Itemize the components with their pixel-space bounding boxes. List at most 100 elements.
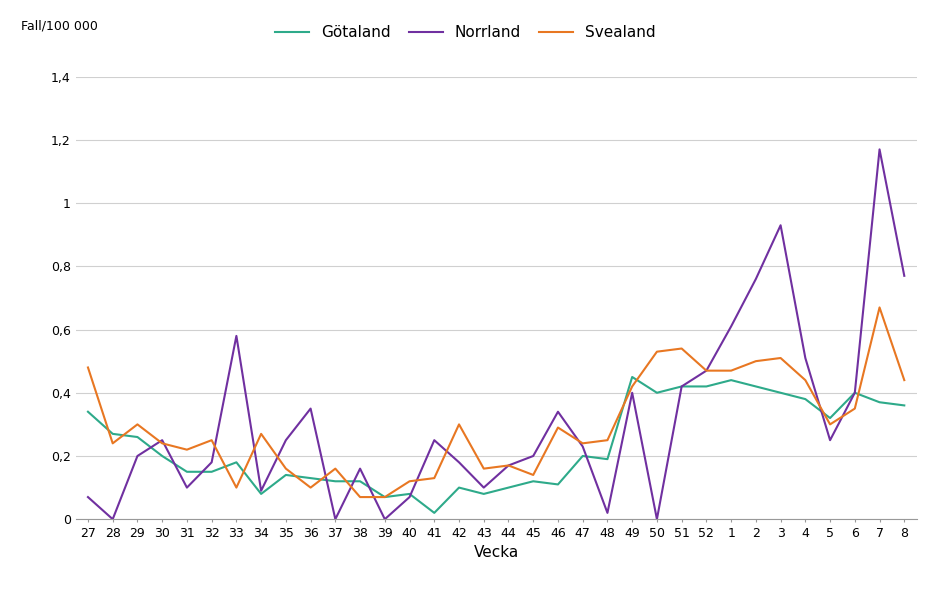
Norrland: [799, 355, 810, 362]
Götaland: [379, 493, 390, 500]
Svealand: [601, 437, 613, 444]
Svealand: [725, 367, 736, 374]
Svealand: [453, 421, 464, 428]
Götaland: [601, 455, 613, 463]
Text: Fall/100 000: Fall/100 000: [21, 19, 97, 32]
Norrland: [354, 465, 365, 472]
Norrland: [774, 222, 785, 229]
Norrland: [898, 273, 909, 280]
Svealand: [873, 304, 885, 311]
Götaland: [650, 389, 662, 396]
Götaland: [700, 383, 711, 390]
Götaland: [527, 478, 538, 485]
Legend: Götaland, Norrland, Svealand: Götaland, Norrland, Svealand: [269, 19, 661, 47]
Norrland: [255, 487, 266, 494]
Norrland: [502, 462, 514, 469]
Götaland: [823, 415, 834, 422]
Svealand: [354, 493, 365, 500]
Svealand: [255, 430, 266, 437]
Svealand: [478, 465, 489, 472]
Götaland: [453, 484, 464, 491]
Norrland: [157, 437, 168, 444]
Norrland: [551, 408, 563, 415]
Norrland: [329, 516, 341, 523]
Svealand: [82, 364, 93, 371]
Götaland: [551, 481, 563, 488]
Norrland: [181, 484, 193, 491]
Svealand: [279, 465, 291, 472]
Götaland: [675, 383, 686, 390]
Svealand: [305, 484, 316, 491]
Svealand: [157, 440, 168, 447]
Svealand: [799, 376, 810, 384]
Norrland: [403, 493, 414, 500]
Line: Norrland: Norrland: [88, 149, 903, 519]
Svealand: [700, 367, 711, 374]
X-axis label: Vecka: Vecka: [473, 545, 518, 560]
Line: Svealand: Svealand: [88, 307, 903, 497]
Götaland: [577, 453, 588, 460]
Norrland: [527, 453, 538, 460]
Norrland: [626, 389, 637, 396]
Götaland: [429, 509, 440, 516]
Götaland: [230, 459, 242, 466]
Götaland: [329, 478, 341, 485]
Götaland: [206, 468, 217, 476]
Norrland: [725, 323, 736, 330]
Line: Götaland: Götaland: [88, 377, 903, 513]
Götaland: [279, 471, 291, 478]
Norrland: [230, 332, 242, 339]
Svealand: [650, 348, 662, 355]
Götaland: [626, 373, 637, 381]
Götaland: [131, 434, 143, 441]
Svealand: [429, 474, 440, 481]
Götaland: [750, 383, 761, 390]
Svealand: [626, 383, 637, 390]
Götaland: [849, 389, 860, 396]
Norrland: [601, 509, 613, 516]
Götaland: [305, 474, 316, 481]
Svealand: [502, 462, 514, 469]
Svealand: [849, 405, 860, 412]
Norrland: [279, 437, 291, 444]
Götaland: [157, 453, 168, 460]
Norrland: [700, 367, 711, 374]
Norrland: [107, 516, 118, 523]
Svealand: [675, 345, 686, 352]
Götaland: [255, 490, 266, 497]
Svealand: [551, 424, 563, 431]
Götaland: [354, 478, 365, 485]
Götaland: [82, 408, 93, 415]
Götaland: [774, 389, 785, 396]
Norrland: [577, 443, 588, 450]
Svealand: [131, 421, 143, 428]
Svealand: [774, 355, 785, 362]
Svealand: [750, 358, 761, 365]
Svealand: [107, 440, 118, 447]
Svealand: [898, 376, 909, 384]
Norrland: [675, 383, 686, 390]
Götaland: [725, 376, 736, 384]
Norrland: [650, 516, 662, 523]
Norrland: [305, 405, 316, 412]
Götaland: [898, 402, 909, 409]
Norrland: [873, 146, 885, 153]
Norrland: [379, 516, 390, 523]
Svealand: [403, 478, 414, 485]
Svealand: [823, 421, 834, 428]
Norrland: [131, 453, 143, 460]
Norrland: [206, 459, 217, 466]
Svealand: [181, 446, 193, 453]
Götaland: [478, 490, 489, 497]
Götaland: [181, 468, 193, 476]
Norrland: [750, 276, 761, 283]
Norrland: [453, 459, 464, 466]
Norrland: [429, 437, 440, 444]
Götaland: [502, 484, 514, 491]
Götaland: [799, 395, 810, 402]
Svealand: [206, 437, 217, 444]
Norrland: [478, 484, 489, 491]
Svealand: [230, 484, 242, 491]
Svealand: [329, 465, 341, 472]
Norrland: [849, 389, 860, 396]
